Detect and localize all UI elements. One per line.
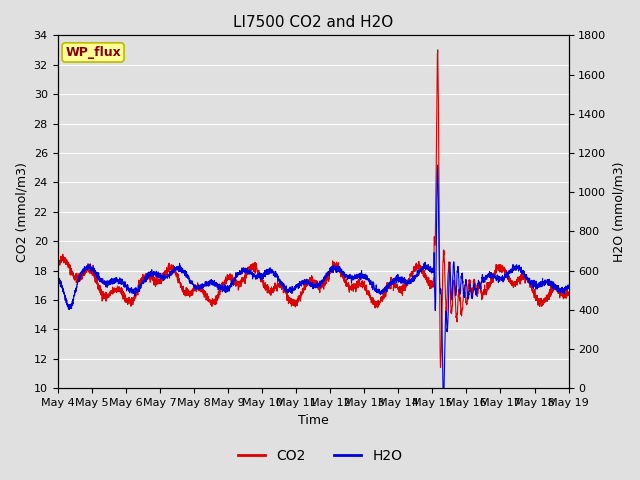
H2O — [555, 287, 563, 292]
H2O — [272, 268, 280, 274]
H2O — [434, 162, 442, 168]
Legend: CO2, H2O: CO2, H2O — [232, 443, 408, 468]
CO2 — [142, 276, 150, 282]
CO2 — [436, 365, 444, 371]
Text: WP_flux: WP_flux — [65, 46, 121, 59]
X-axis label: Time: Time — [298, 414, 328, 427]
CO2 — [500, 264, 508, 270]
CO2 — [112, 286, 120, 292]
CO2 — [272, 284, 280, 290]
H2O — [54, 280, 61, 286]
CO2 — [564, 290, 572, 296]
CO2 — [54, 262, 61, 267]
H2O — [439, 385, 447, 391]
CO2 — [250, 266, 257, 272]
H2O — [142, 274, 150, 280]
CO2 — [434, 47, 442, 53]
Title: LI7500 CO2 and H2O: LI7500 CO2 and H2O — [233, 15, 393, 30]
Line: CO2: CO2 — [58, 50, 568, 368]
Y-axis label: CO2 (mmol/m3): CO2 (mmol/m3) — [15, 162, 28, 262]
H2O — [112, 279, 120, 285]
H2O — [250, 273, 257, 278]
Y-axis label: H2O (mmol/m3): H2O (mmol/m3) — [612, 162, 625, 262]
Line: H2O: H2O — [58, 165, 568, 388]
H2O — [500, 275, 508, 281]
CO2 — [555, 286, 563, 292]
H2O — [564, 285, 572, 291]
